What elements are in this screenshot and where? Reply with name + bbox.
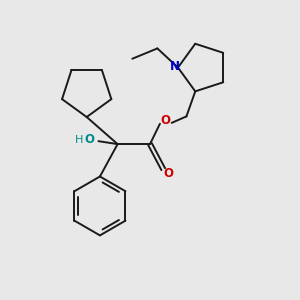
Text: N: N xyxy=(170,60,180,73)
Text: O: O xyxy=(85,133,94,146)
Text: O: O xyxy=(161,114,171,127)
Text: O: O xyxy=(164,167,174,180)
Text: H: H xyxy=(75,135,83,145)
